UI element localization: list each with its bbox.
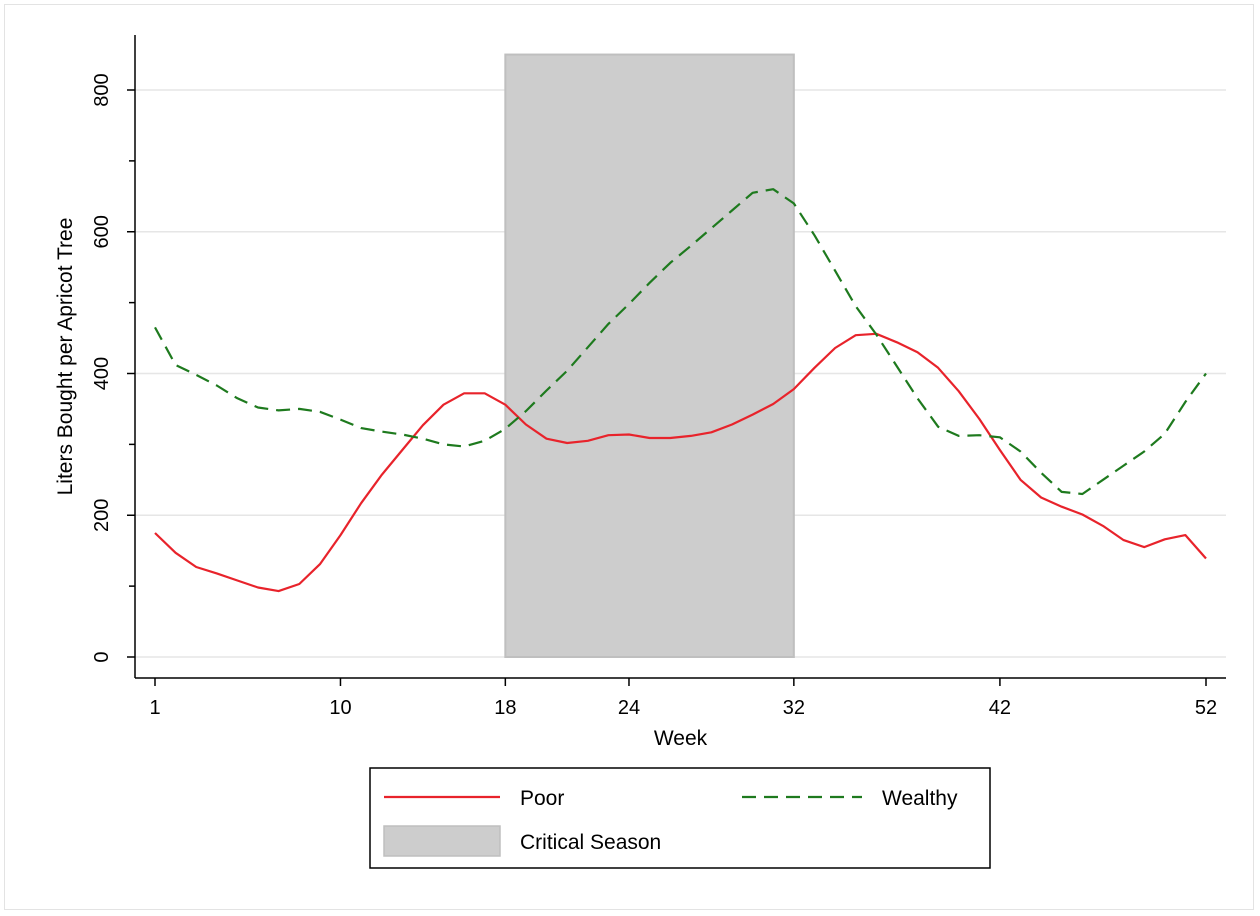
x-tick-label-52: 52 — [1195, 697, 1217, 719]
x-axis-title: Week — [654, 727, 708, 750]
x-tick-label-42: 42 — [989, 697, 1011, 719]
legend-swatch-critical-season — [383, 825, 501, 857]
x-tick-label-32: 32 — [783, 697, 805, 719]
y-tick-label-0: 0 — [91, 651, 113, 662]
legend-label-poor: Poor — [520, 787, 564, 810]
critical-season-band — [504, 53, 795, 658]
series-layer — [154, 188, 1207, 593]
x-tick-label-18: 18 — [494, 697, 516, 719]
legend: Poor Wealthy Critical Season — [369, 767, 991, 869]
y-tick-label-600: 600 — [91, 215, 113, 248]
y-tick-label-200: 200 — [91, 499, 113, 532]
legend-label-wealthy: Wealthy — [882, 787, 958, 810]
y-axis-title: Liters Bought per Apricot Tree — [54, 218, 77, 496]
legend-label-critical-season: Critical Season — [520, 831, 661, 854]
x-tick-label-24: 24 — [618, 697, 640, 719]
series-line-wealthy — [154, 188, 1207, 496]
y-tick-label-400: 400 — [91, 357, 113, 390]
x-tick-label-1: 1 — [149, 697, 160, 719]
shaded-region-layer — [504, 53, 795, 658]
series-line-poor — [154, 332, 1207, 593]
axes: 0 200 400 600 800 1 10 18 24 32 42 52 — [91, 35, 1226, 719]
y-tick-label-800: 800 — [91, 73, 113, 106]
x-tick-label-10: 10 — [329, 697, 351, 719]
